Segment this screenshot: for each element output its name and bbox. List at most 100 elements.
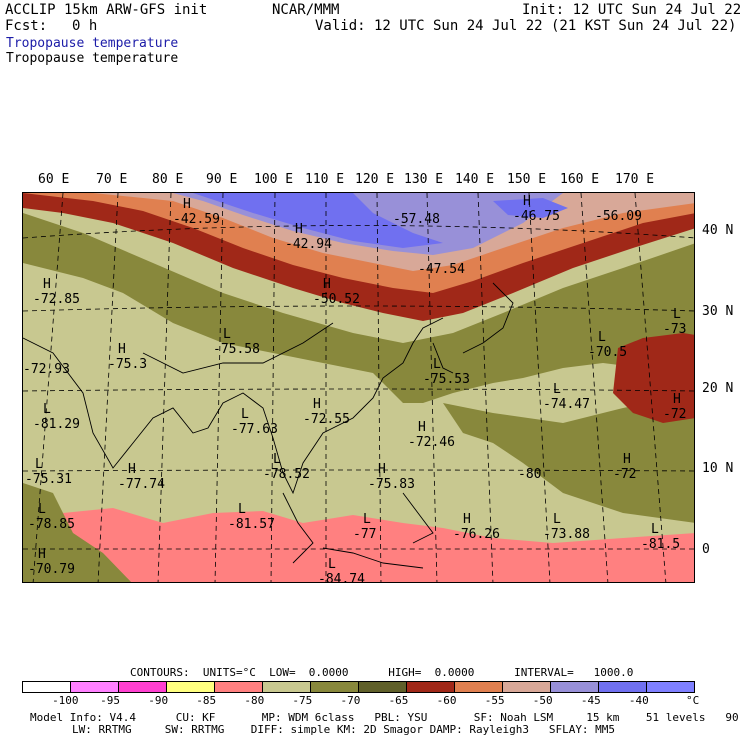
high-marker: H [118,342,126,357]
extremum-value-label: -74.47 [543,397,590,412]
contour-info: CONTOURS: UNITS=°C LOW= 0.0000 HIGH= 0.0… [130,666,634,679]
extremum-value-label: -56.09 [595,209,642,224]
init-time: Init: 12 UTC Sun 24 Jul 22 [522,2,740,18]
extremum-value-label: -72 [663,407,686,422]
color-bar-tick-label: -45 [580,694,601,707]
extremum-value-label: -46.75 [513,209,560,224]
color-bar-segment [359,682,407,692]
high-marker: H [418,420,426,435]
color-bar [22,681,695,693]
extremum-value-label: -77.63 [231,422,278,437]
tropopause-temperature-map: H -42.59 H -42.94 -57.48 H -46.75 -56.09 -47.54 H… [22,192,695,583]
color-bar-segment [119,682,167,692]
extremum-value-label: -72.46 [408,435,455,450]
high-marker: H [623,452,631,467]
color-bar-tick-label: -75 [292,694,313,707]
low-marker: L [553,512,561,527]
lon-label: 100 E [254,172,294,187]
extremum-value-label: -50.52 [313,292,360,307]
extremum-value-label: -70.79 [28,562,75,577]
extremum-value-label: -75.58 [213,342,260,357]
extremum-value-label: -73 [663,322,686,337]
lon-label: 140 E [455,172,495,187]
low-marker: L [328,557,336,572]
color-bar-segment [551,682,599,692]
lat-label: 20 N [702,381,734,396]
lon-label: 150 E [507,172,547,187]
lon-label: 70 E [96,172,128,187]
color-bar-segment [455,682,503,692]
field-title-black: Tropopause temperature [6,51,179,66]
color-bar-tick-label: -100 [52,694,79,707]
lon-label: 130 E [404,172,444,187]
color-bar-tick-label: -70 [340,694,361,707]
extremum-value-label: -72 [613,467,636,482]
unit-label: °C [686,694,700,707]
extremum-value-label: -75.31 [25,472,72,487]
high-marker: H [463,512,471,527]
color-bar-segment [215,682,263,692]
extremum-value-label: -81.29 [33,417,80,432]
low-marker: L [651,522,659,537]
extremum-value-label: -75.53 [423,372,470,387]
high-marker: H [128,462,136,477]
lat-label: 10 N [702,461,734,476]
color-bar-segment [167,682,215,692]
color-bar-tick-label: -60 [436,694,457,707]
color-bar-segment [71,682,119,692]
lat-label: 0 [702,542,710,557]
color-bar-segment [599,682,647,692]
color-bar-segment [23,682,71,692]
extremum-value-label: -42.94 [285,237,332,252]
lon-label: 80 E [152,172,184,187]
high-marker: H [183,197,191,212]
lon-label: 120 E [355,172,395,187]
map-canvas: H-42.59H-42.94-57.48H-46.75 -56.09-47.54H… [23,193,694,583]
field-band-65-70 [613,333,694,423]
low-marker: L [598,330,606,345]
extremum-value-label: -77 [353,527,376,542]
lon-label: 90 E [206,172,238,187]
marker-layer: H-42.59H-42.94-57.48H-46.75 -56.09-47.54H… [23,194,686,583]
extremum-value-label: -72.55 [303,412,350,427]
color-bar-tick-label: -50 [532,694,553,707]
model-title: ACCLIP 15km ARW-GFS init [5,2,208,18]
field-band-70-75 [23,213,694,403]
field-band-45-50 [193,193,443,248]
color-bar-tick-label: -80 [244,694,265,707]
color-bar-segment [263,682,311,692]
fcst-value: 0 h [72,18,98,34]
lat-label: 30 N [702,304,734,319]
high-marker: H [38,547,46,562]
extremum-value-label: -73.88 [543,527,590,542]
low-marker: L [363,512,371,527]
extremum-value-label: -75.3 [108,357,147,372]
extremum-value-label: -76.26 [453,527,500,542]
extremum-value-label: -81.5 [641,537,680,552]
color-bar-segment [503,682,551,692]
low-marker: L [673,307,681,322]
color-bar-tick-label: -90 [148,694,169,707]
low-marker: L [38,502,46,517]
low-marker: L [223,327,231,342]
extremum-value-label: -77.74 [118,477,165,492]
field-title-blue: Tropopause temperature [6,36,179,51]
low-marker: L [433,357,441,372]
low-marker: L [241,407,249,422]
lat-label: 40 N [702,223,734,238]
coastline [23,282,514,569]
field-band-70-75 [23,483,132,582]
field-band-45-50 [493,198,568,218]
low-marker: L [35,457,43,472]
high-marker: H [43,277,51,292]
model-info-line2: LW: RRTMG SW: RRTMG DIFF: simple KM: 2D … [72,723,616,736]
fcst-label: Fcst: [5,18,48,34]
extremum-value-label: -57.48 [393,212,440,227]
color-bar-tick-label: -65 [388,694,409,707]
low-marker: L [553,382,561,397]
extremum-value-label: -84.74 [318,572,365,583]
color-bar-segment [311,682,359,692]
lon-label: 110 E [305,172,345,187]
model-info-line1: Model Info: V4.4 CU: KF MP: WDM 6class P… [30,711,740,724]
extremum-value-label: -75.83 [368,477,415,492]
